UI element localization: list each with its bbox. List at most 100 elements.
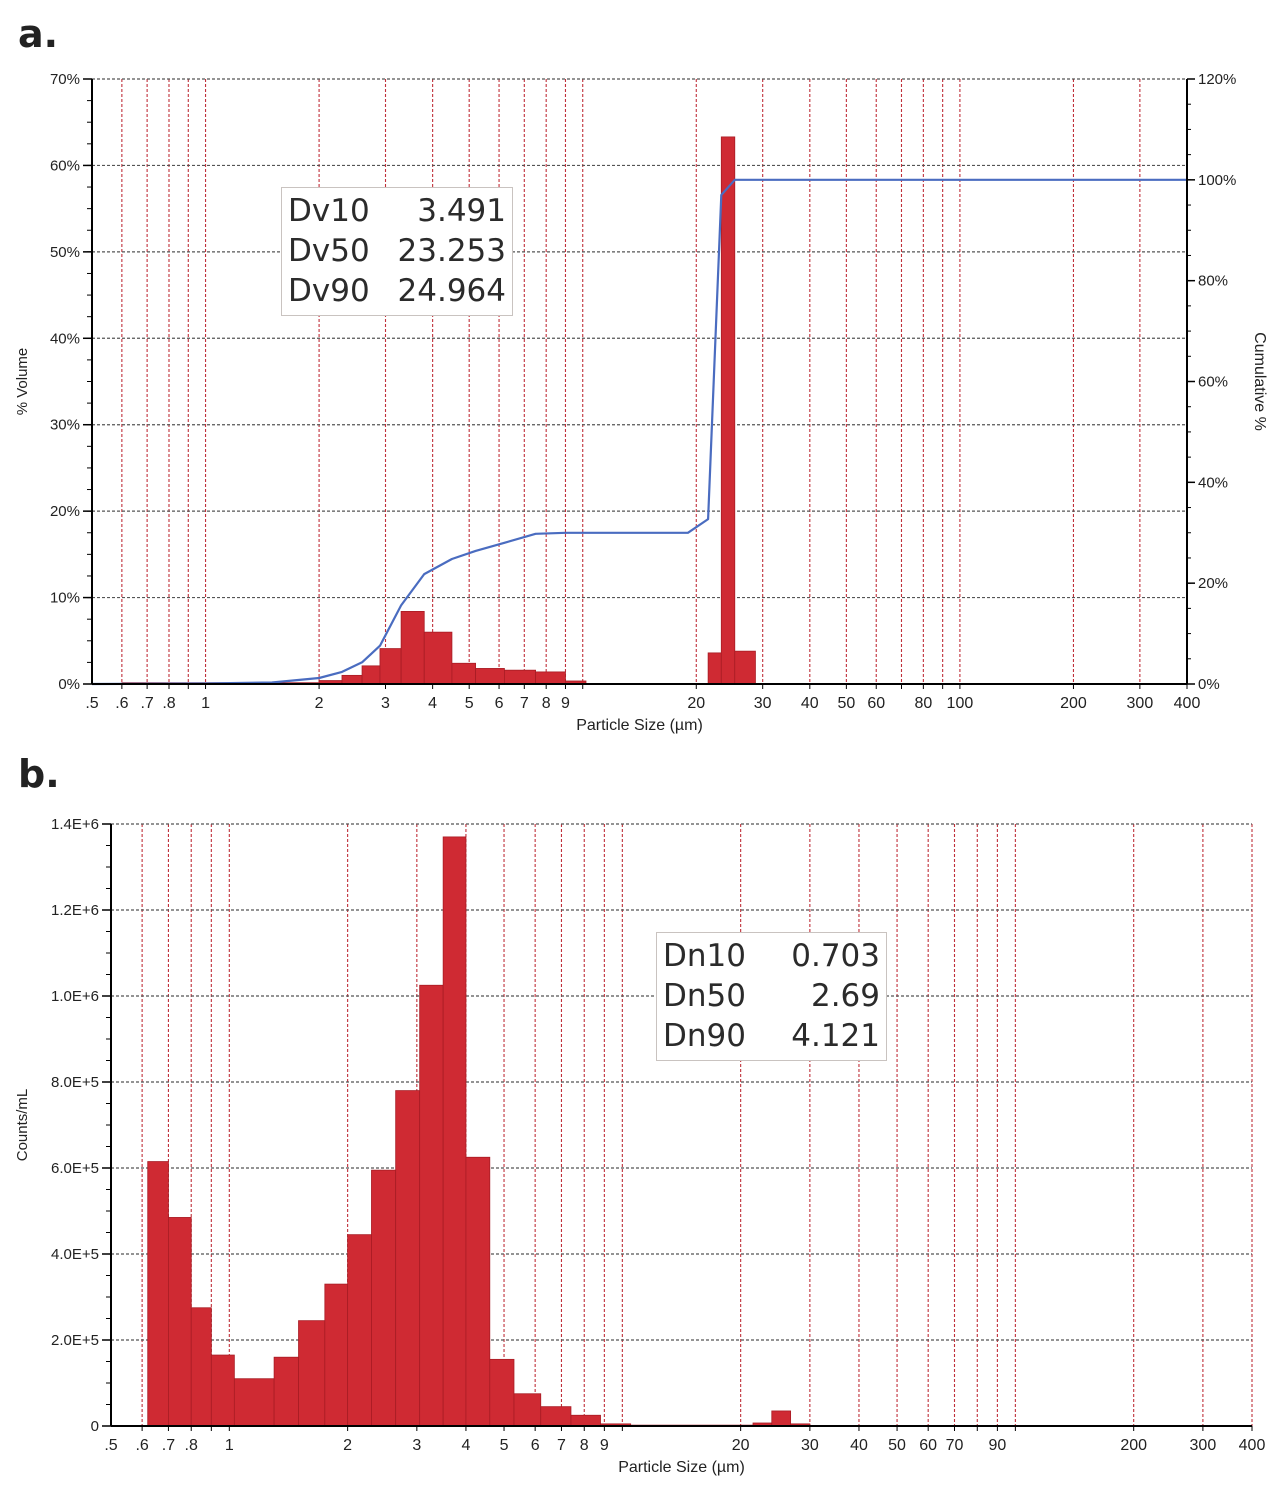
y-tick-label: 0% (58, 676, 80, 693)
x-tick-label: .8 (162, 695, 175, 712)
x-tick-label: 200 (1120, 1437, 1147, 1454)
x-tick-label: 3 (412, 1437, 421, 1454)
y-axis-label: Counts/mL (14, 1089, 31, 1162)
histogram-bar (423, 631, 453, 685)
x-tick-label: 300 (1190, 1437, 1217, 1454)
y2-tick-label: 80% (1198, 273, 1228, 290)
x-tick-label: 8 (580, 1437, 589, 1454)
histogram-bar (371, 1169, 397, 1427)
histogram-bar (233, 1378, 275, 1427)
stat-value: 0.703 (791, 938, 880, 974)
histogram-bar (395, 1090, 421, 1427)
histogram-bar (475, 668, 505, 685)
y2-tick-label: 0% (1198, 676, 1220, 693)
histogram-bar (379, 648, 402, 685)
x-axis-label: Particle Size (µm) (576, 717, 703, 734)
histogram-bar (771, 1410, 792, 1427)
x-tick-label: 6 (531, 1437, 540, 1454)
y-tick-label: 30% (50, 417, 80, 434)
x-tick-label: .6 (135, 1437, 148, 1454)
x-tick-label: 60 (919, 1437, 937, 1454)
histogram-bar (273, 1356, 299, 1427)
x-tick-label: 400 (1174, 695, 1201, 712)
stat-label: Dn50 (663, 978, 746, 1014)
histogram-bar (210, 1354, 235, 1427)
x-tick-label: 80 (914, 695, 932, 712)
stat-row: Dv10 3.491 (288, 191, 506, 231)
histogram-bar (570, 1414, 601, 1427)
histogram-bar (465, 1156, 491, 1427)
y-tick-label: 1.2E+6 (51, 902, 99, 919)
stat-value: 4.121 (791, 1018, 880, 1054)
y-tick-label: 4.0E+5 (51, 1246, 99, 1263)
x-tick-label: 2 (343, 1437, 352, 1454)
x-tick-label: 6 (495, 695, 504, 712)
y2-tick-label: 100% (1198, 172, 1236, 189)
histogram-bar (400, 611, 425, 685)
y-tick-label: 60% (50, 157, 80, 174)
y-tick-label: 70% (50, 71, 80, 88)
x-tick-label: 50 (837, 695, 855, 712)
stat-label: Dn90 (663, 1018, 746, 1054)
y-tick-label: 50% (50, 244, 80, 261)
x-tick-label: 2 (315, 695, 324, 712)
stat-row: Dn10 0.703 (663, 936, 880, 976)
stat-label: Dv10 (288, 193, 370, 229)
y-tick-label: 40% (50, 330, 80, 347)
histogram-bar (341, 674, 363, 685)
stat-value: 23.253 (397, 233, 506, 269)
volume-distribution-chart: 0%20%40%60%80%100%120%Cumulative %0%10%2… (14, 71, 1268, 734)
x-tick-label: 100 (947, 695, 974, 712)
stat-value: 3.491 (417, 193, 506, 229)
x-tick-label: 5 (500, 1437, 509, 1454)
y2-tick-label: 20% (1198, 575, 1228, 592)
x-tick-label: .6 (115, 695, 128, 712)
x-tick-label: 20 (732, 1437, 750, 1454)
stat-label: Dv50 (288, 233, 370, 269)
y-tick-label: 20% (50, 503, 80, 520)
histogram-bar (168, 1217, 192, 1427)
histogram-bar (147, 1161, 169, 1427)
y-tick-label: 10% (50, 590, 80, 607)
histogram-bar (419, 984, 444, 1427)
x-tick-label: 50 (888, 1437, 906, 1454)
histogram-bar (347, 1234, 372, 1427)
x-tick-label: 3 (381, 695, 390, 712)
y-tick-label: 1.4E+6 (51, 816, 99, 833)
x-tick-label: 4 (428, 695, 437, 712)
histogram-bar (451, 662, 477, 685)
histogram-bar (504, 669, 537, 685)
x-tick-label: 8 (542, 695, 551, 712)
x-tick-label: 9 (600, 1437, 609, 1454)
histogram-bar (734, 650, 756, 685)
y-tick-label: 2.0E+5 (51, 1332, 99, 1349)
histogram-bar (707, 652, 722, 685)
count-stats-box: Dn10 0.703 Dn50 2.69 Dn90 4.121 (656, 932, 887, 1061)
x-tick-label: 30 (801, 1437, 819, 1454)
x-tick-label: 1 (225, 1437, 234, 1454)
histogram-bar (361, 665, 381, 685)
y-axis-label: % Volume (14, 348, 31, 416)
x-tick-label: 90 (988, 1437, 1006, 1454)
stat-row: Dv50 23.253 (288, 231, 506, 271)
stat-row: Dn90 4.121 (663, 1016, 880, 1056)
x-tick-label: 400 (1239, 1437, 1266, 1454)
x-tick-label: 1 (201, 695, 210, 712)
histogram-bar (489, 1358, 515, 1427)
histogram-bar (190, 1307, 212, 1427)
x-tick-label: 300 (1127, 695, 1154, 712)
histogram-bar (442, 836, 467, 1427)
cumulative-line (91, 178, 1187, 686)
x-tick-label: 20 (687, 695, 705, 712)
stat-row: Dv90 24.964 (288, 271, 506, 311)
y-tick-label: 6.0E+5 (51, 1160, 99, 1177)
histogram-bar (540, 1406, 572, 1427)
histogram-bar (513, 1393, 542, 1427)
y-tick-label: 8.0E+5 (51, 1074, 99, 1091)
y2-axis-label: Cumulative % (1251, 332, 1268, 431)
x-tick-label: .5 (85, 695, 98, 712)
y2-tick-label: 120% (1198, 71, 1236, 88)
x-tick-label: 5 (465, 695, 474, 712)
y2-tick-label: 40% (1198, 474, 1228, 491)
x-tick-label: 4 (461, 1437, 470, 1454)
